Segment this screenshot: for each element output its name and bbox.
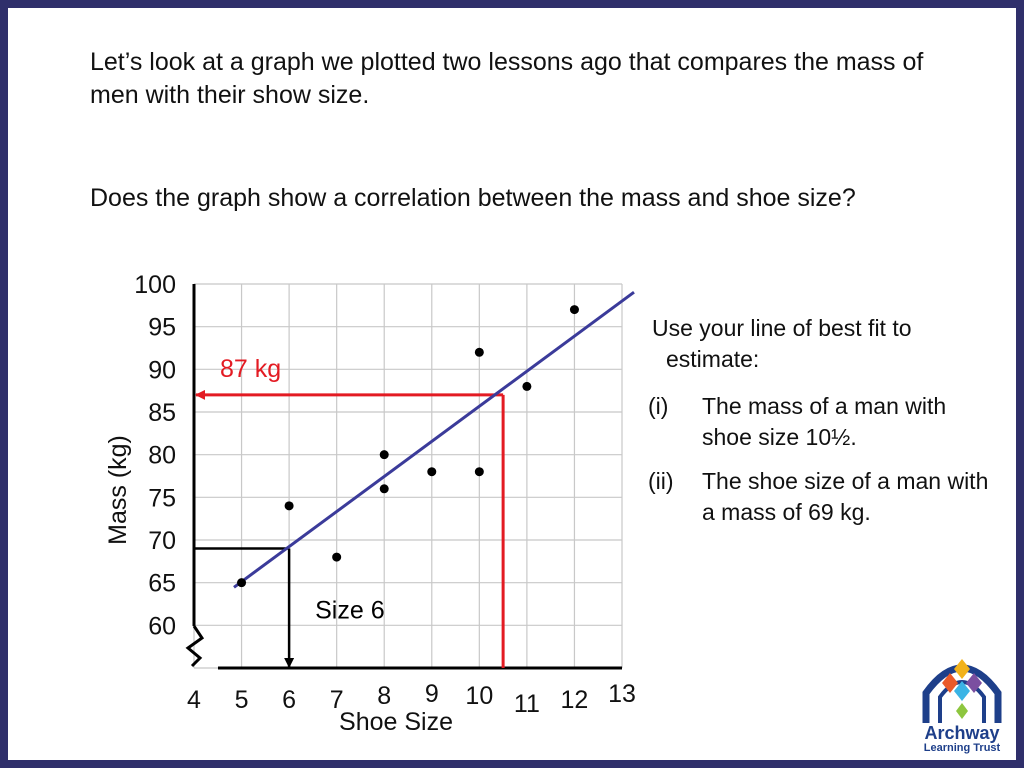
data-point [427,467,437,477]
estimate-guides: 87 kg Size 6 [194,355,505,668]
intro-text: Let’s look at a graph we plotted two les… [90,48,924,109]
annotation-label-size: Size 6 [315,597,384,625]
task-prompt-line-1: Use your line of best fit to [652,315,912,341]
annotation-label-mass: 87 kg [220,355,281,383]
axis-labels: Shoe Size Mass (kg) [104,435,453,736]
y-tick-label: 70 [148,527,176,555]
scatter-chart: 60 65 70 75 80 85 90 95 100 4 5 6 7 8 9 10 11 12 13 87 kg S… [104,271,636,736]
data-points [237,305,579,588]
data-point [379,450,389,460]
y-tick-label: 100 [134,271,176,299]
question-text: Does the graph show a correlation betwee… [90,184,856,212]
x-tick-label: 7 [330,686,344,714]
x-tick-label: 6 [282,686,296,714]
y-tick-label: 75 [148,484,176,512]
x-tick-label: 11 [514,690,540,718]
logo-name: Archway [924,723,1000,743]
x-tick-label: 8 [377,682,391,710]
logo-subtitle: Learning Trust [923,742,1001,754]
x-tick-label: 4 [187,686,201,714]
y-tick-label: 85 [148,399,176,427]
x-tick-label: 5 [235,686,249,714]
task-number: (ii) [648,468,674,494]
task-prompt-line-2: estimate: [666,346,760,372]
task-prompt: Use your line of best fit to estimate: [652,313,972,375]
data-point [474,467,484,477]
best-fit-line [233,291,635,589]
y-tick-label: 65 [148,570,176,598]
x-tick-label: 12 [561,686,589,714]
x-tick-label: 9 [425,680,439,708]
data-point [284,501,294,511]
chart-tick-labels: 60 65 70 75 80 85 90 95 100 4 5 6 7 8 9 10 11 12 13 [134,271,636,718]
y-tick-label: 95 [148,314,176,342]
chart-grid [193,283,623,669]
data-point [569,305,579,315]
task-number: (i) [648,393,669,419]
archway-logo: Archway Learning Trust [916,653,1008,757]
y-tick-label: 90 [148,356,176,384]
x-tick-label: 13 [608,680,636,708]
y-axis-label: Mass (kg) [104,435,132,545]
data-point [237,578,247,588]
x-tick-label: 10 [465,682,493,710]
y-tick-label: 80 [148,442,176,470]
task-text: The shoe size of a man with a mass of 69… [702,468,989,525]
task-text: The mass of a man with shoe size 10½. [702,393,947,450]
data-point [379,484,389,494]
data-point [474,347,484,357]
best-fit-line-group [233,291,635,589]
slide: Let’s look at a graph we plotted two les… [8,8,1016,760]
data-point [332,552,342,562]
y-tick-label: 60 [148,612,176,640]
archway-arch-icon [922,659,1002,723]
x-axis-label: Shoe Size [339,708,453,736]
chart-axes [185,284,622,670]
data-point [522,381,532,391]
y-axis-break [185,625,205,668]
